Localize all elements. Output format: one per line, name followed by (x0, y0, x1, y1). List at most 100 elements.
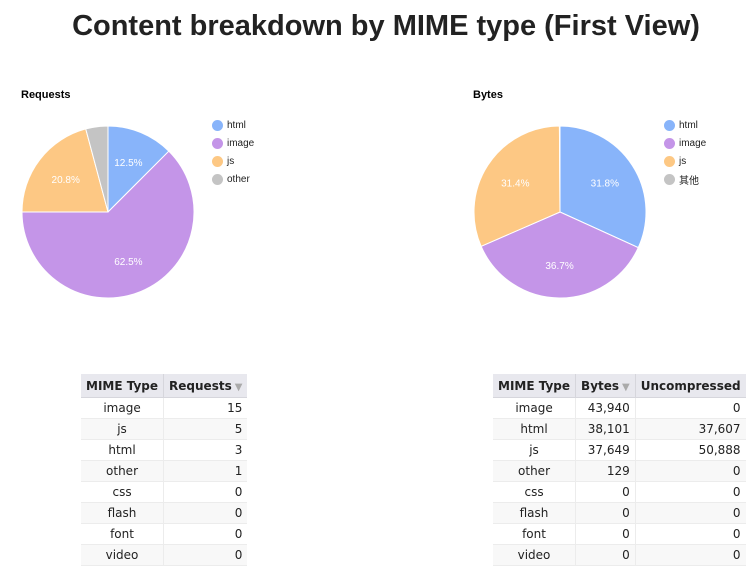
cell-mime-type: other (81, 460, 165, 482)
cell-value: 0 (163, 544, 248, 566)
legend-swatch-icon (664, 173, 675, 185)
pie-slice-other[interactable] (558, 125, 561, 213)
cell-mime-type: js (493, 439, 577, 461)
column-header-bytes[interactable]: Bytes ▼ (575, 374, 636, 398)
bytes-table: MIME Type Bytes ▼ Uncompressed image 43,94… (493, 374, 746, 566)
legend-item-html[interactable]: html (212, 116, 254, 134)
pie-slice-label-js: 31.4% (501, 178, 529, 189)
legend-swatch-icon (664, 137, 675, 149)
table-row: other 1 (81, 460, 248, 482)
cell-value: 0 (635, 481, 746, 503)
pie-slice-label-image: 36.7% (545, 261, 573, 272)
cell-mime-type: js (81, 418, 165, 440)
legend-item-other[interactable]: 其他 (664, 170, 706, 188)
cell-value: 0 (575, 481, 636, 503)
pie-slice-image[interactable] (21, 150, 195, 299)
legend-label: js (227, 155, 235, 167)
table-row: html 3 (81, 439, 248, 461)
cell-value: 0 (635, 502, 746, 524)
cell-value: 3 (163, 439, 248, 461)
cell-mime-type: image (81, 397, 165, 419)
cell-mime-type: video (493, 544, 577, 566)
cell-value: 0 (635, 544, 746, 566)
pie-slice-js[interactable] (21, 128, 109, 213)
table-row: css 0 0 (493, 481, 746, 503)
table-row: other 129 0 (493, 460, 746, 482)
cell-value: 0 (163, 481, 248, 503)
cell-value: 50,888 (635, 439, 746, 461)
cell-value: 0 (575, 544, 636, 566)
legend-item-js[interactable]: js (664, 152, 706, 170)
table-row: font 0 0 (493, 523, 746, 545)
legend-swatch-icon (212, 155, 223, 167)
cell-value: 0 (635, 460, 746, 482)
table-row: video 0 0 (493, 544, 746, 566)
page-title: Content breakdown by MIME type (First Vi… (72, 10, 700, 42)
legend-swatch-icon (664, 119, 675, 131)
cell-value: 1 (163, 460, 248, 482)
table-row: flash 0 (81, 502, 248, 524)
table-row: image 15 (81, 397, 248, 419)
cell-value: 0 (575, 523, 636, 545)
legend-label: 其他 (679, 175, 699, 187)
legend-label: image (679, 137, 707, 149)
cell-mime-type: css (493, 481, 577, 503)
legend-label: image (227, 137, 255, 149)
pie-slice-other[interactable] (85, 125, 109, 213)
cell-mime-type: flash (493, 502, 577, 524)
table-row: css 0 (81, 481, 248, 503)
pie-slice-label-html: 12.5% (114, 158, 142, 169)
pie-slice-image[interactable] (480, 211, 639, 299)
pie-slice-label-image: 62.5% (114, 257, 142, 268)
cell-mime-type: css (81, 481, 165, 503)
sort-desc-icon: ▼ (234, 381, 243, 393)
legend-item-js[interactable]: js (212, 152, 254, 170)
legend-item-image[interactable]: image (664, 134, 706, 152)
legend-swatch-icon (212, 137, 223, 149)
column-header-uncompressed[interactable]: Uncompressed (635, 374, 746, 398)
cell-value: 0 (163, 523, 248, 545)
legend-swatch-icon (212, 119, 223, 131)
cell-value: 37,649 (575, 439, 636, 461)
legend-swatch-icon (664, 155, 675, 167)
bytes-chart-title: Bytes (473, 89, 503, 101)
cell-value: 0 (635, 397, 746, 419)
cell-mime-type: font (81, 523, 165, 545)
legend-item-html[interactable]: html (664, 116, 706, 134)
pie-slice-html[interactable] (107, 125, 170, 214)
cell-mime-type: video (81, 544, 165, 566)
legend-item-other[interactable]: other (212, 170, 254, 188)
legend-swatch-icon (212, 173, 223, 185)
cell-mime-type: font (493, 523, 577, 545)
cell-value: 15 (163, 397, 248, 419)
sort-desc-icon: ▼ (622, 381, 630, 393)
column-header-mime-type[interactable]: MIME Type (81, 374, 165, 398)
legend-label: html (227, 119, 246, 131)
table-row: flash 0 0 (493, 502, 746, 524)
table-row: html 38,101 37,607 (493, 418, 746, 440)
requests-chart-title: Requests (21, 89, 71, 101)
cell-mime-type: flash (81, 502, 165, 524)
requests-legend: html image js other (212, 116, 254, 188)
column-header-requests[interactable]: Requests ▼ (163, 374, 248, 398)
cell-value: 0 (163, 502, 248, 524)
pie-slice-label-js: 20.8% (52, 175, 80, 186)
pie-slice-label-html: 31.8% (591, 179, 619, 190)
table-row: font 0 (81, 523, 248, 545)
table-row: js 5 (81, 418, 248, 440)
column-header-mime-type[interactable]: MIME Type (493, 374, 577, 398)
cell-value: 0 (635, 523, 746, 545)
cell-mime-type: html (81, 439, 165, 461)
pie-slice-html[interactable] (559, 125, 647, 249)
legend-label: other (227, 173, 250, 185)
legend-item-image[interactable]: image (212, 134, 254, 152)
cell-value: 38,101 (575, 418, 636, 440)
cell-value: 43,940 (575, 397, 636, 419)
cell-value: 5 (163, 418, 248, 440)
pie-slice-js[interactable] (473, 125, 561, 247)
cell-value: 0 (575, 502, 636, 524)
cell-mime-type: image (493, 397, 577, 419)
legend-label: js (679, 155, 687, 167)
